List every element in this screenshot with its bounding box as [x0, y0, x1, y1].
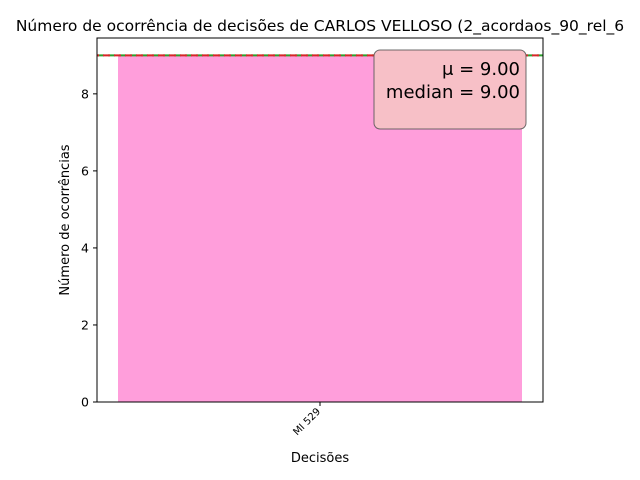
y-tick-label: 8: [81, 86, 89, 101]
x-axis-label: Decisões: [291, 451, 349, 466]
y-tick-label: 6: [81, 163, 89, 178]
y-tick-label: 4: [81, 240, 89, 255]
stats-box: μ = 9.00 median = 9.00: [373, 49, 527, 130]
stats-median-text: median = 9.00: [386, 82, 520, 103]
x-tick-label: MI 529: [291, 406, 323, 438]
y-axis-label: Número de ocorrências: [58, 144, 73, 295]
y-tick-label: 0: [81, 395, 89, 410]
stats-mean-text: μ = 9.00: [442, 59, 520, 80]
chart-title: Número de ocorrência de decisões de CARL…: [16, 17, 624, 36]
x-axis-ticks: MI 529: [291, 402, 323, 438]
y-axis-ticks: 0 2 4 6 8: [81, 86, 97, 410]
stats-box-background: [373, 49, 527, 130]
y-tick-label: 2: [81, 317, 89, 332]
